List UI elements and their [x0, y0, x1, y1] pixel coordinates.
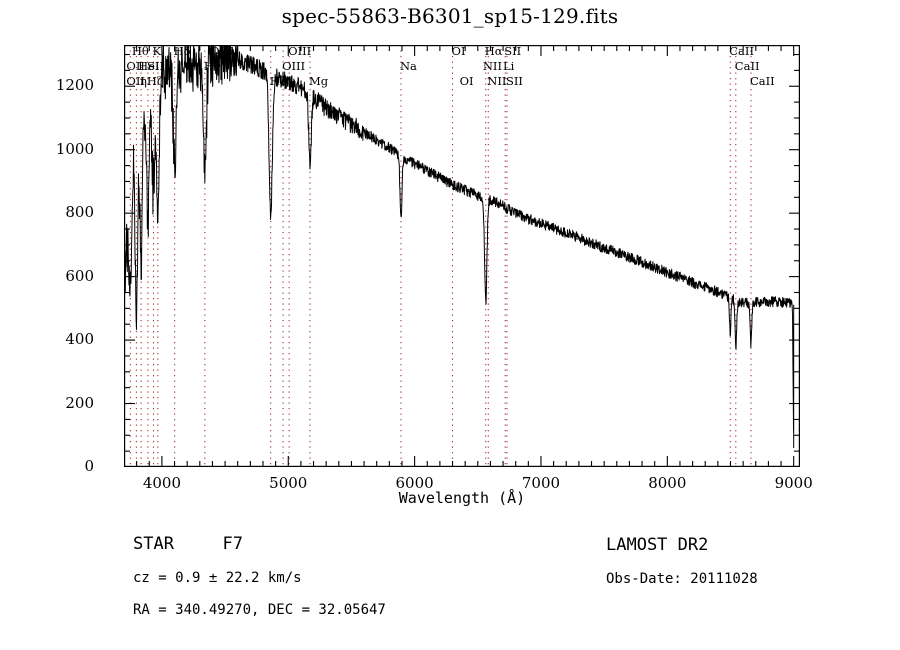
spectral-line-label: Li [502, 59, 515, 73]
y-tick-label: 0 [84, 457, 94, 475]
spectral-line-label: OIII [282, 59, 306, 73]
plot-frame [124, 45, 800, 467]
spectral-line-label: Hβ [269, 74, 287, 88]
x-tick-label: 5000 [269, 474, 308, 492]
chart-area: Hθ K Hδ OIII OIII OI Hα SII CaII OII HeI SII Hγ OIII N… [124, 44, 800, 507]
footer-coords: RA = 340.49270, DEC = 32.05647 [133, 602, 386, 618]
footer: STAR F7 cz = 0.9 ± 22.2 km/s RA = 340.49… [0, 530, 900, 640]
spectral-line-label: NII [482, 59, 503, 73]
spectral-line-label: Hθ [131, 44, 149, 58]
spectral-line-label: OIII [210, 44, 234, 58]
spectral-line-label: NII [487, 74, 507, 88]
page-title: spec-55863-B6301_sp15-129.fits [281, 4, 619, 28]
spectral-line-label: OI [451, 44, 466, 58]
footer-cz: cz = 0.9 ± 22.2 km/s [133, 570, 302, 586]
x-tick-label: 7000 [521, 474, 561, 492]
spectral-line-label: OII [126, 59, 145, 73]
spectral-line-label: OI [459, 74, 474, 88]
spectral-line-label: Hδ [173, 44, 191, 58]
footer-object-line: STAR F7 [133, 534, 243, 554]
axis-ticks-group [124, 45, 800, 467]
spectral-line-label: Hζ [146, 74, 164, 88]
y-tick-label: 200 [65, 393, 94, 412]
spectral-line-label: CaII [734, 59, 760, 73]
spectrum-trace [124, 45, 795, 448]
x-tick-label: 6000 [395, 474, 434, 492]
spectral-line-label: SII [504, 44, 522, 58]
x-axis-label: Wavelength (Å) [398, 489, 526, 507]
y-tick-label: 400 [65, 330, 94, 349]
spectral-line-label: CaII [749, 74, 775, 88]
x-tick-label: 9000 [774, 474, 813, 492]
footer-spectral-class: F7 [222, 534, 243, 554]
spectral-line-label: Mg [308, 74, 329, 88]
footer-object-type: STAR [133, 534, 174, 554]
spectral-line-label: Hα [484, 44, 503, 58]
x-tick-label: 4000 [142, 474, 181, 492]
spectral-line-label: η [140, 74, 147, 88]
spectral-line-label: Hγ [203, 59, 221, 73]
spectral-line-label: SII [505, 74, 523, 88]
spectral-line-label: K [152, 44, 162, 58]
y-tick-label: 1200 [55, 76, 94, 95]
footer-obs-date: Obs-Date: 20111028 [606, 571, 758, 587]
spectral-line-label: OII [126, 74, 145, 88]
spectrum-chart [124, 45, 800, 467]
marker-lines-group [129, 45, 752, 467]
spectral-line-label: HeI [138, 59, 160, 73]
spectral-line-label: CaII [729, 44, 754, 58]
spectral-line-label: SII [147, 59, 164, 73]
spectral-line-label: OIII [288, 44, 312, 58]
y-tick-label: 800 [65, 203, 94, 222]
footer-survey: LAMOST DR2 [606, 535, 709, 555]
x-tick-label: 8000 [648, 474, 687, 492]
y-tick-label: 600 [65, 266, 94, 285]
spectral-line-label: Na [399, 59, 417, 73]
y-tick-label: 1000 [55, 139, 94, 158]
